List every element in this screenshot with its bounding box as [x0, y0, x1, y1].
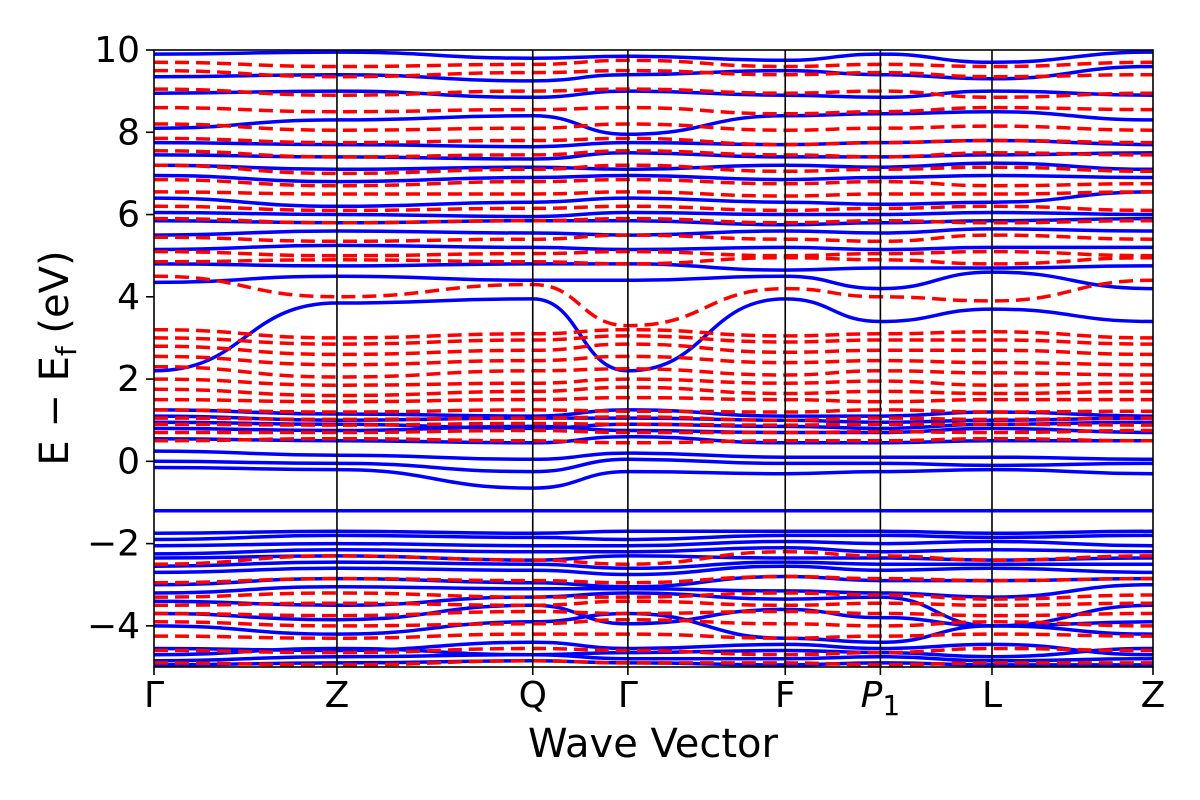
- y-tick-label-1: −2: [87, 524, 140, 565]
- solid-band-25: [154, 297, 1153, 373]
- dashed-band-29: [154, 177, 1153, 188]
- x-tick-label-3: Γ: [618, 675, 638, 716]
- dashed-band-25: [154, 233, 1153, 244]
- dashed-band-11: [154, 421, 1153, 427]
- solid-band-40: [154, 50, 1153, 65]
- y-axis-label-main: E − E: [32, 356, 78, 466]
- dashed-band-13: [154, 408, 1153, 414]
- dashed-band-4: [154, 609, 1153, 618]
- dashed-band-7: [154, 574, 1153, 585]
- y-tick-label-6: 8: [117, 112, 140, 153]
- dashed-band-9: [154, 436, 1153, 445]
- dashed-band-3: [154, 617, 1153, 628]
- solid-band-17: [154, 465, 1153, 490]
- dashed-band-28: [154, 190, 1153, 198]
- solid-band-12: [154, 545, 1153, 556]
- dashed-band-36: [154, 68, 1153, 79]
- dashed-band-19: [154, 342, 1153, 357]
- solid-band-28: [154, 243, 1153, 252]
- y-tick-label-5: 6: [117, 195, 140, 236]
- dashed-band-10: [154, 428, 1153, 435]
- dashed-band-23: [154, 255, 1153, 266]
- dashed-band-18: [154, 354, 1153, 367]
- dashed-band-35: [154, 87, 1153, 100]
- x-axis-label: Wave Vector: [528, 721, 779, 767]
- x-tick-label-5: P1: [861, 675, 901, 722]
- x-axis: Γ Z Q Γ F P1 L Z: [144, 667, 1165, 722]
- dashed-band-26: [154, 216, 1153, 225]
- bands-layer: [154, 50, 1153, 667]
- x-tick-label-2: Q: [519, 675, 547, 716]
- y-tick-label-3: 2: [117, 359, 140, 400]
- x-tick-label-1: Z: [325, 675, 350, 716]
- y-tick-label-2: 0: [117, 441, 140, 482]
- dashed-band-37: [154, 58, 1153, 69]
- dashed-band-12: [154, 415, 1153, 422]
- dashed-band-27: [154, 204, 1153, 213]
- dashed-band-16: [154, 377, 1153, 387]
- solid-band-31: [154, 210, 1153, 219]
- solid-band-13: [154, 539, 1153, 548]
- solid-band-37: [154, 109, 1153, 137]
- dashed-band-24: [154, 249, 1153, 258]
- dashed-band-8: [154, 550, 1153, 566]
- y-axis-label-unit: (eV): [32, 250, 78, 346]
- y-axis-label-sub: f: [50, 345, 83, 356]
- solid-band-39: [154, 64, 1153, 83]
- y-axis-label: E − Ef (eV): [32, 250, 83, 465]
- dashed-band-2: [154, 632, 1153, 640]
- dashed-band-0: [154, 659, 1153, 667]
- plot-frame: [153, 49, 1154, 668]
- dashed-band-30: [154, 163, 1153, 176]
- dashed-band-14: [154, 395, 1153, 404]
- y-axis: −4 −2 0 2 4 6 8 10: [87, 30, 154, 647]
- x-tick-label-7: Z: [1141, 675, 1166, 716]
- dashed-band-1: [154, 646, 1153, 657]
- y-tick-label-4: 4: [117, 277, 140, 318]
- y-tick-label-7: 10: [94, 30, 140, 71]
- solid-band-14: [154, 533, 1153, 542]
- solid-band-26: [154, 270, 1153, 291]
- dashed-band-17: [154, 364, 1153, 379]
- dashed-band-5: [154, 599, 1153, 608]
- dashed-band-6: [154, 591, 1153, 601]
- dashed-band-31: [154, 149, 1153, 159]
- dashed-band-33: [154, 122, 1153, 132]
- dashed-band-22: [154, 274, 1153, 328]
- x-tick-label-0: Γ: [144, 675, 164, 716]
- dashed-band-20: [154, 334, 1153, 346]
- x-tick-label-6: L: [982, 675, 1002, 716]
- dashed-band-15: [154, 385, 1153, 398]
- x-tick-label-4: F: [775, 675, 796, 716]
- dashed-band-21: [154, 327, 1153, 340]
- solid-band-15: [154, 529, 1153, 536]
- solid-band-33: [154, 173, 1153, 184]
- high-symmetry-lines: [336, 50, 993, 667]
- dashed-band-32: [154, 136, 1153, 147]
- y-tick-label-0: −4: [87, 606, 140, 647]
- dashed-band-34: [154, 105, 1153, 116]
